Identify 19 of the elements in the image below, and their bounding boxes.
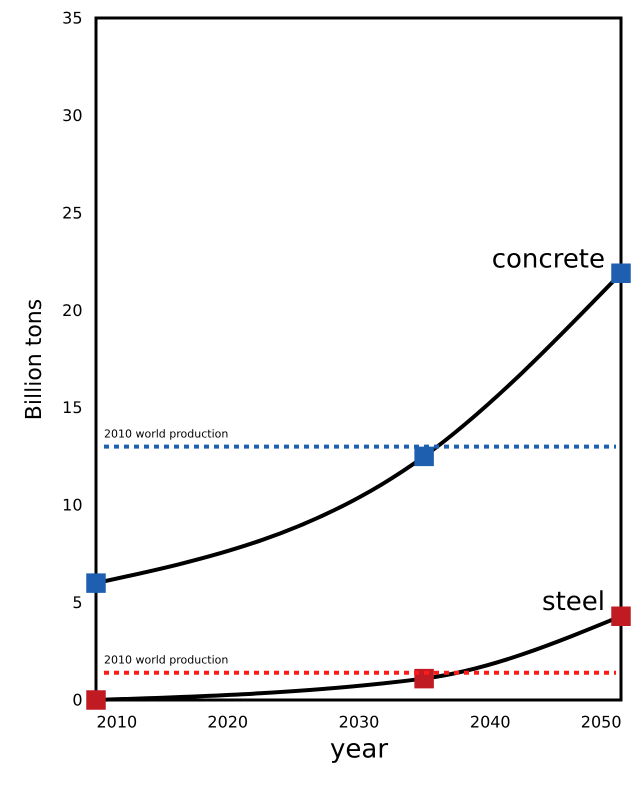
y-tick-label: 10 bbox=[62, 496, 82, 515]
ref-line-label: 2010 world production bbox=[104, 428, 228, 441]
x-tick-label: 2030 bbox=[338, 712, 380, 732]
y-tick-label: 15 bbox=[62, 398, 82, 418]
y-tick-label: 5 bbox=[72, 593, 82, 612]
y-tick-label: 35 bbox=[62, 8, 82, 28]
x-tick-label: 2020 bbox=[207, 712, 248, 732]
series-label: concrete bbox=[492, 244, 605, 274]
x-axis-title: year bbox=[330, 734, 388, 764]
y-tick-label: 20 bbox=[62, 300, 82, 320]
series-label: steel bbox=[542, 587, 605, 618]
ref-line-label: 2010 world production bbox=[104, 654, 228, 667]
x-tick-label: 2050 bbox=[580, 712, 622, 732]
y-tick-label: 30 bbox=[62, 106, 82, 125]
y-tick-label: 25 bbox=[62, 203, 82, 222]
y-tick-label: 0 bbox=[72, 690, 82, 710]
x-tick-label: 2040 bbox=[470, 712, 511, 732]
y-axis-title: Billion tons bbox=[22, 298, 48, 420]
x-tick-label: 2010 bbox=[96, 712, 138, 732]
